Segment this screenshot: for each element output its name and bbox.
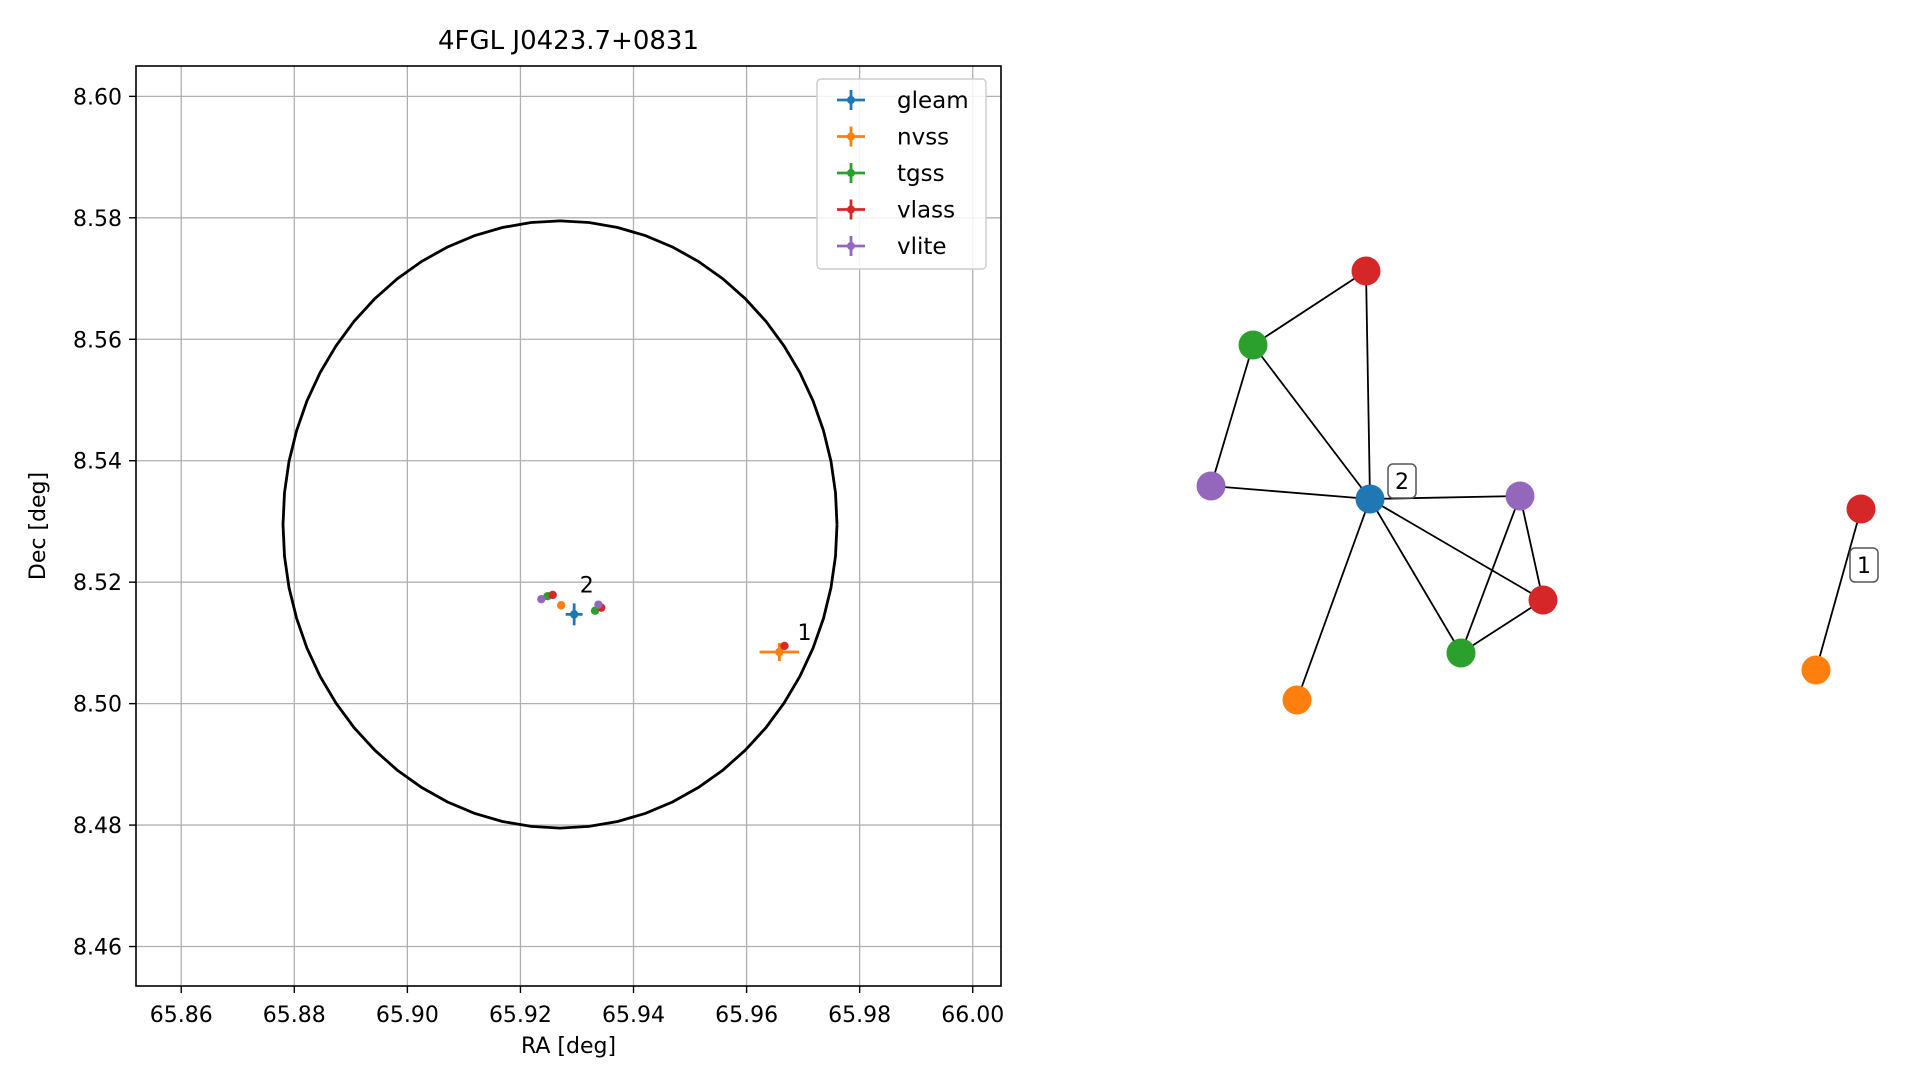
x-tick-label: 65.88	[263, 1003, 326, 1028]
point-annotations: 21	[580, 573, 812, 645]
vlite-marker	[594, 600, 603, 609]
nvss-marker	[775, 647, 784, 657]
legend-entry: vlass	[837, 198, 955, 224]
network-graph: 21	[1196, 256, 1879, 715]
graph-edge	[1252, 270, 1367, 346]
graph-edge	[1365, 270, 1371, 500]
label-box	[1387, 463, 1417, 499]
vlite-marker	[537, 594, 546, 604]
nvss-point	[759, 642, 800, 662]
search-ellipse	[281, 219, 839, 830]
legend: gleam nvss tgss vlass vlite	[816, 78, 987, 270]
graph-node-tgss-a	[1238, 330, 1268, 360]
legend-marker	[847, 205, 855, 214]
vlass-point	[780, 641, 789, 651]
label-text: 2	[1395, 470, 1409, 495]
legend-entry: gleam	[837, 88, 969, 114]
nvss-marker	[556, 601, 566, 610]
label-box	[1849, 547, 1879, 583]
graph-edge	[1210, 344, 1254, 487]
graph-edge	[1210, 485, 1371, 500]
y-tick-label: 8.54	[73, 450, 122, 475]
gleam-point	[565, 603, 583, 626]
x-axis-ticks: 65.86 65.88 65.90 65.92 65.94 65.96 65.98 66.00	[150, 986, 1004, 1028]
graph-edges	[1210, 270, 1862, 701]
y-tick-label: 8.58	[73, 207, 122, 232]
grid	[136, 66, 1001, 986]
graph-edge	[1296, 498, 1371, 701]
legend-label: tgss	[897, 161, 945, 187]
nvss-point	[556, 601, 566, 610]
graph-node-vlite-a	[1196, 471, 1226, 501]
legend-entry: nvss	[837, 125, 949, 151]
graph-node-label: 1	[1849, 547, 1879, 583]
x-tick-label: 65.98	[828, 1003, 891, 1028]
graph-edge	[1369, 498, 1544, 601]
legend-marker	[847, 242, 855, 250]
legend-marker	[847, 96, 855, 104]
y-tick-label: 8.50	[73, 693, 122, 718]
legend-entry: vlite	[837, 234, 947, 260]
graph-edge	[1369, 498, 1462, 654]
ellipse-layer	[281, 219, 839, 830]
x-tick-label: 66.00	[941, 1003, 1004, 1028]
legend-label: gleam	[897, 88, 969, 114]
legend-marker	[847, 169, 855, 177]
chart-title: 4FGL J0423.7+0831	[438, 26, 699, 56]
graph-edge	[1519, 495, 1544, 601]
graph-nodes	[1196, 256, 1876, 715]
graph-node-gleam	[1355, 484, 1385, 514]
vlass-marker	[548, 590, 557, 600]
legend-box	[816, 78, 987, 270]
graph-edge	[1460, 599, 1544, 654]
scatter-chart: 21 65.86 65.88 65.90 65.92 65.94 65.96 65.98 66…	[26, 26, 1004, 1059]
y-axis-ticks: 8.46 8.48 8.50 8.52 8.54 8.56 8.58 8.60	[73, 85, 136, 961]
graph-node-vlass-b	[1528, 585, 1558, 615]
graph-node-vlass-a	[1351, 256, 1381, 286]
vlass-marker	[780, 641, 789, 651]
legend-label: vlass	[897, 198, 955, 224]
y-axis-label: Dec [deg]	[26, 472, 51, 580]
plot-frame	[135, 65, 1002, 987]
graph-edge	[1460, 495, 1521, 654]
graph-node-vlite-b	[1505, 481, 1535, 511]
graph-node-label: 2	[1387, 463, 1417, 499]
legend-entry: tgss	[837, 161, 945, 187]
x-tick-label: 65.96	[715, 1003, 778, 1028]
y-tick-label: 8.60	[73, 85, 122, 110]
graph-node-nvss-a	[1282, 685, 1312, 715]
graph-node-tgss-b	[1446, 638, 1476, 668]
y-tick-label: 8.56	[73, 328, 122, 353]
x-tick-label: 65.90	[376, 1003, 439, 1028]
legend-marker	[847, 132, 855, 141]
gleam-marker	[569, 610, 579, 619]
vlite-point	[537, 594, 546, 604]
graph-edge	[1815, 508, 1862, 671]
x-tick-label: 65.86	[150, 1003, 213, 1028]
legend-label: nvss	[897, 125, 949, 151]
y-tick-label: 8.52	[73, 571, 122, 596]
point-annotation: 2	[580, 573, 594, 598]
graph-node-nvss-b	[1801, 655, 1831, 685]
y-tick-label: 8.48	[73, 814, 122, 839]
graph-node-vlass-c	[1846, 494, 1876, 524]
vlass-point	[548, 590, 557, 600]
data-points	[537, 590, 800, 662]
vlite-point	[594, 600, 603, 609]
graph-edge	[1252, 344, 1371, 500]
label-text: 1	[1857, 554, 1871, 579]
x-tick-label: 65.94	[602, 1003, 665, 1028]
x-axis-label: RA [deg]	[521, 1034, 616, 1059]
legend-label: vlite	[897, 234, 947, 260]
graph-labels: 21	[1387, 463, 1879, 583]
point-annotation: 1	[797, 621, 811, 646]
x-tick-label: 65.92	[489, 1003, 552, 1028]
y-tick-label: 8.46	[73, 936, 122, 961]
